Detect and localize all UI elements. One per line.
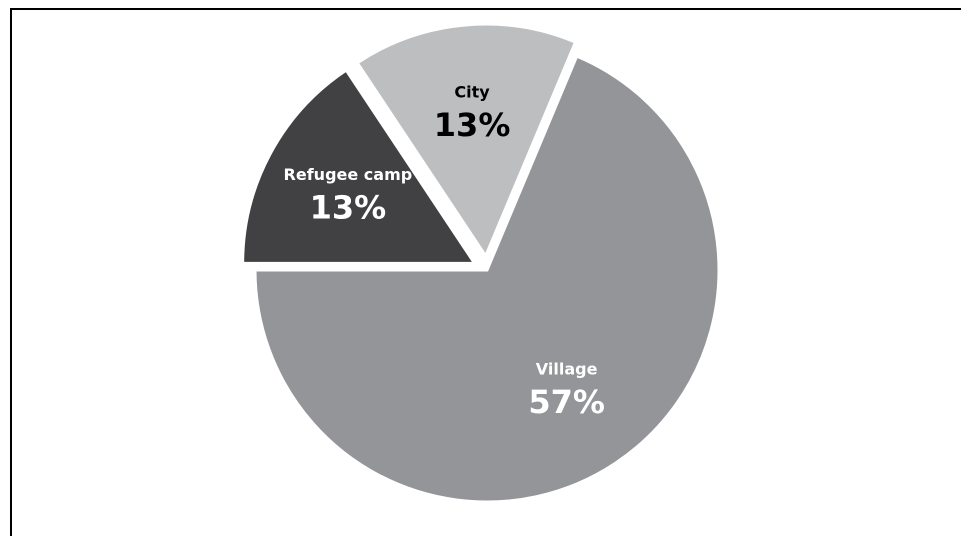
slice-label: Refugee camp [284,165,413,184]
pie-slice [355,22,578,260]
pie-slice [253,54,721,504]
slice-value: 13% [434,106,511,144]
slice-label: Village [536,359,598,378]
frame [10,8,961,540]
slice-label: City [454,82,490,101]
slice-value: 57% [528,383,605,421]
pie-slice [241,68,478,265]
slice-value: 13% [310,188,387,226]
